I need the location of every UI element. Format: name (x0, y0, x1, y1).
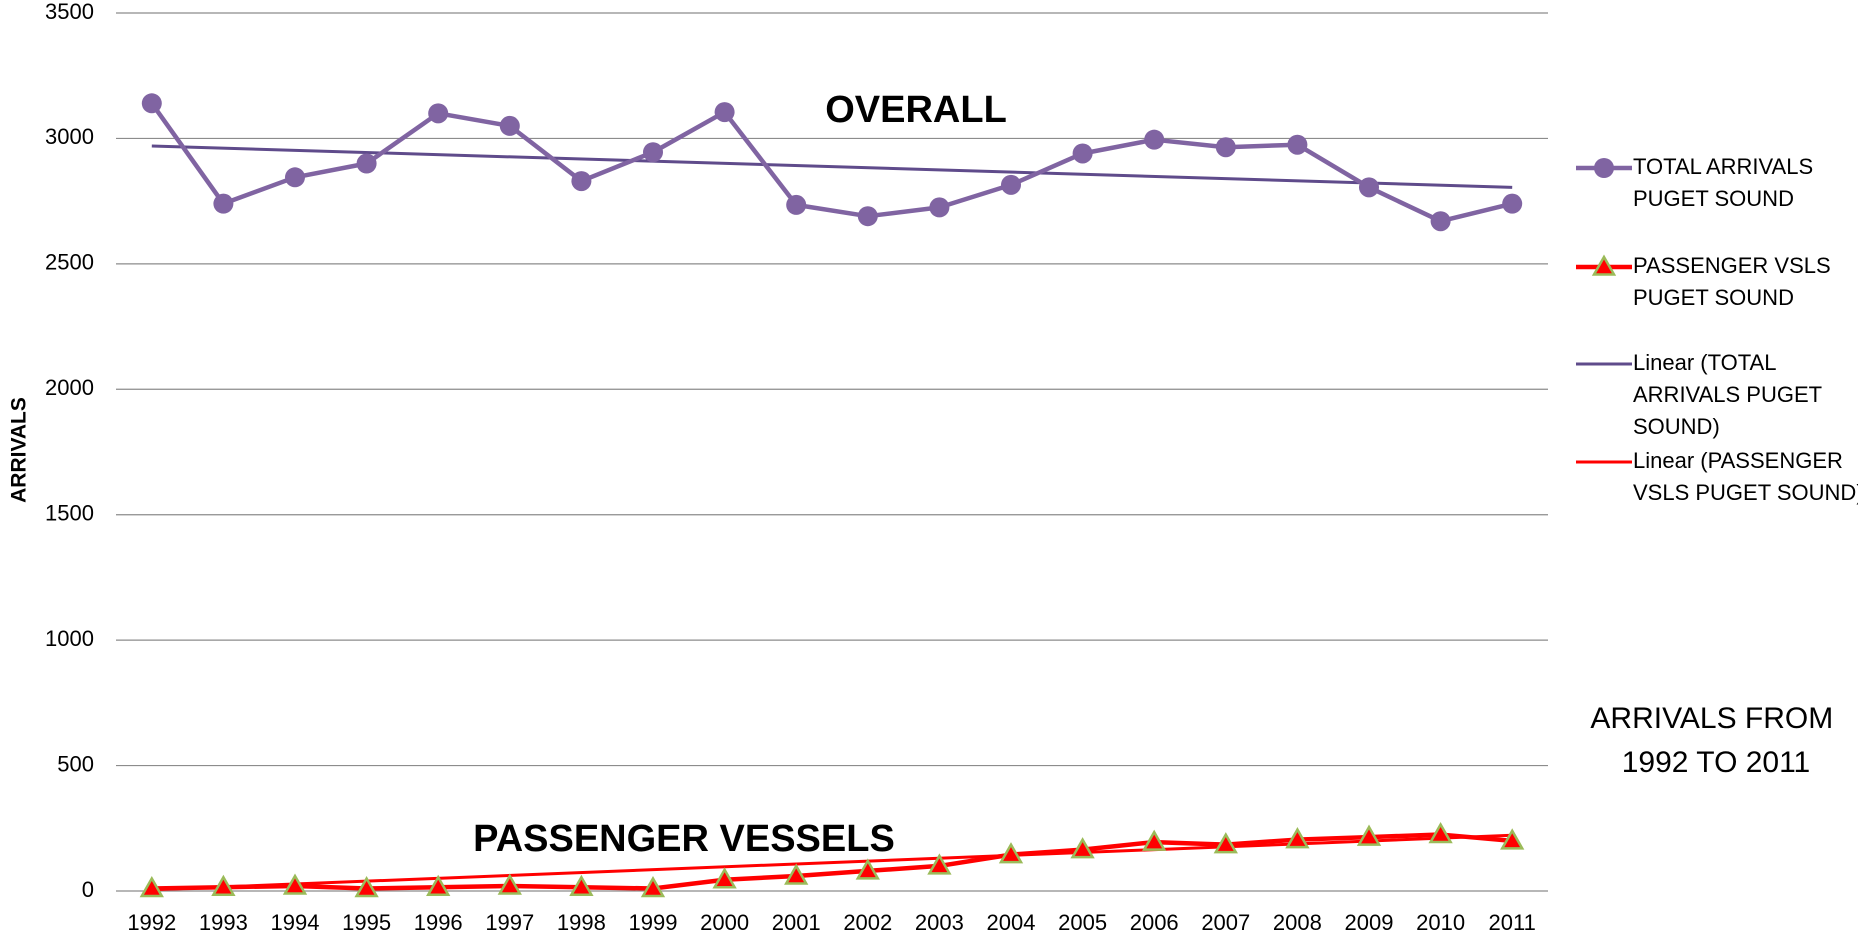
label: Linear (TOTAL ARRIVALS PUGET SOUND) (1633, 350, 1828, 439)
point (1359, 177, 1379, 198)
series-line (151, 832, 1513, 891)
point (282, 873, 308, 895)
point (1215, 137, 1236, 158)
point (784, 863, 809, 885)
point (714, 102, 735, 123)
point (857, 206, 878, 227)
y-tick-label: 1000 (45, 626, 94, 651)
point (1072, 143, 1093, 164)
point (712, 867, 737, 889)
x-tick-label: 1994 (271, 910, 320, 935)
point (1591, 254, 1617, 276)
x-tick-label: 2008 (1273, 910, 1322, 935)
label: Linear (PASSENGER VSLS PUGET SOUND) (1633, 448, 1858, 505)
point (998, 842, 1024, 864)
y-tick-label: 2500 (45, 250, 94, 275)
trendline (151, 833, 1513, 892)
x-tick-label: 2001 (772, 910, 821, 935)
point (497, 873, 522, 895)
point (213, 193, 234, 214)
x-tick-label: 1995 (342, 910, 391, 935)
point (499, 115, 520, 136)
x-tick-label: 1993 (199, 910, 248, 935)
point (786, 194, 807, 215)
point (141, 93, 162, 114)
y-tick-label: 3000 (45, 124, 94, 149)
point (1287, 134, 1308, 155)
series-line (149, 102, 1513, 224)
point (640, 875, 666, 898)
x-tick-label: 2005 (1058, 910, 1107, 935)
point (1500, 828, 1525, 850)
point (1430, 211, 1451, 232)
point (354, 875, 379, 898)
point (1428, 822, 1453, 844)
y-tick-label: 2000 (45, 375, 94, 400)
point (428, 103, 449, 124)
x-tick-label: 2009 (1345, 910, 1394, 935)
y-tick-label: 1500 (45, 501, 94, 526)
point (643, 142, 663, 163)
point (571, 171, 592, 192)
point (1213, 832, 1238, 854)
annotation: OVERALL (825, 89, 1007, 131)
point (569, 874, 594, 896)
point (139, 875, 164, 898)
y-axis-label: ARRIVALS (8, 397, 31, 503)
x-tick-label: 1998 (557, 910, 606, 935)
x-tick-label: 2003 (915, 910, 964, 935)
point (1142, 829, 1167, 851)
annotation: PASSENGER VESSELS (473, 818, 895, 860)
x-tick-label: 2006 (1130, 910, 1179, 935)
label: PASSENGER VSLS PUGET SOUND (1633, 253, 1837, 310)
point (1594, 158, 1614, 178)
y-tick-label: 500 (57, 751, 94, 776)
y-tick-label: 3500 (45, 0, 94, 24)
point (426, 874, 451, 896)
x-tick-label: 2010 (1416, 910, 1465, 935)
label: ARRIVALS FROM 1992 TO 2011 (1590, 702, 1841, 779)
x-tick-label: 2007 (1201, 910, 1250, 935)
label: TOTAL ARRIVALS PUGET SOUND (1633, 154, 1819, 211)
point (211, 874, 236, 896)
x-tick-label: 1997 (485, 910, 534, 935)
x-tick-label: 2000 (700, 910, 749, 935)
point (1144, 129, 1165, 150)
y-tick-label: 0 (82, 877, 94, 902)
point (285, 167, 305, 188)
x-tick-label: 2004 (987, 910, 1036, 935)
point (1070, 837, 1095, 859)
point (1285, 827, 1310, 849)
x-tick-label: 2011 (1489, 910, 1536, 935)
x-tick-label: 1999 (629, 910, 678, 935)
x-tick-label: 1992 (127, 910, 176, 935)
point (929, 197, 950, 218)
point (1356, 824, 1382, 846)
point (855, 858, 880, 880)
x-tick-label: 1996 (414, 910, 463, 935)
x-tick-label: 2002 (843, 910, 892, 935)
point (1001, 174, 1021, 195)
point (927, 853, 952, 875)
point (1502, 193, 1523, 214)
point (356, 153, 377, 174)
